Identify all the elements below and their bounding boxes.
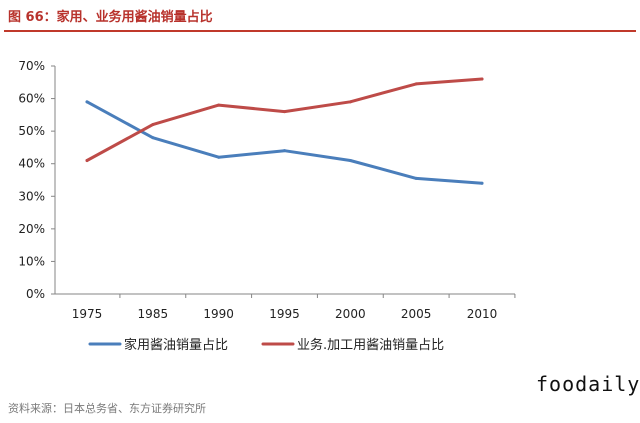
legend-label-2: 业务.加工用酱油销量占比 — [297, 337, 444, 353]
watermark-logo: foodaily — [536, 372, 640, 396]
data-point — [151, 123, 155, 127]
data-point — [85, 100, 89, 104]
data-point — [85, 158, 89, 162]
data-point — [480, 77, 484, 81]
data-point — [348, 100, 352, 104]
data-point — [480, 181, 484, 185]
y-tick-label: 70% — [18, 59, 45, 73]
data-point — [348, 158, 352, 162]
y-tick-label: 30% — [18, 189, 45, 203]
x-tick-label: 1990 — [203, 307, 234, 321]
y-tick-label: 10% — [18, 254, 45, 268]
figure-title: 图 66：家用、业务用酱油销量占比 — [8, 10, 213, 25]
data-point — [283, 110, 286, 114]
data-point — [283, 149, 286, 153]
title-divider — [4, 30, 636, 32]
data-point — [217, 155, 221, 159]
x-tick-label: 2005 — [401, 307, 432, 321]
data-point — [414, 176, 418, 180]
y-tick-label: 60% — [18, 92, 45, 106]
x-tick-label: 1975 — [72, 307, 103, 321]
x-tick-label: 2000 — [335, 307, 366, 321]
series-line-1 — [85, 100, 484, 185]
y-tick-label: 40% — [18, 157, 45, 171]
x-tick-label: 1985 — [138, 307, 169, 321]
series-line-2 — [85, 77, 484, 162]
legend-label-1: 家用酱油销量占比 — [124, 337, 228, 353]
y-tick-label: 20% — [18, 222, 45, 236]
y-tick-label: 0% — [26, 287, 45, 301]
data-point — [217, 103, 221, 107]
data-point — [414, 82, 418, 86]
x-tick-label: 1995 — [269, 307, 300, 321]
source-note: 资料来源：日本总务省、东方证券研究所 — [8, 402, 206, 415]
x-tick-label: 2010 — [467, 307, 498, 321]
data-point — [151, 136, 155, 140]
y-tick-label: 50% — [18, 124, 45, 138]
